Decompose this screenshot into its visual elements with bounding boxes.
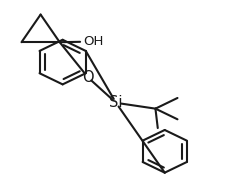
Text: O: O bbox=[82, 70, 94, 85]
Text: OH: OH bbox=[82, 35, 103, 48]
Text: Si: Si bbox=[109, 95, 122, 110]
